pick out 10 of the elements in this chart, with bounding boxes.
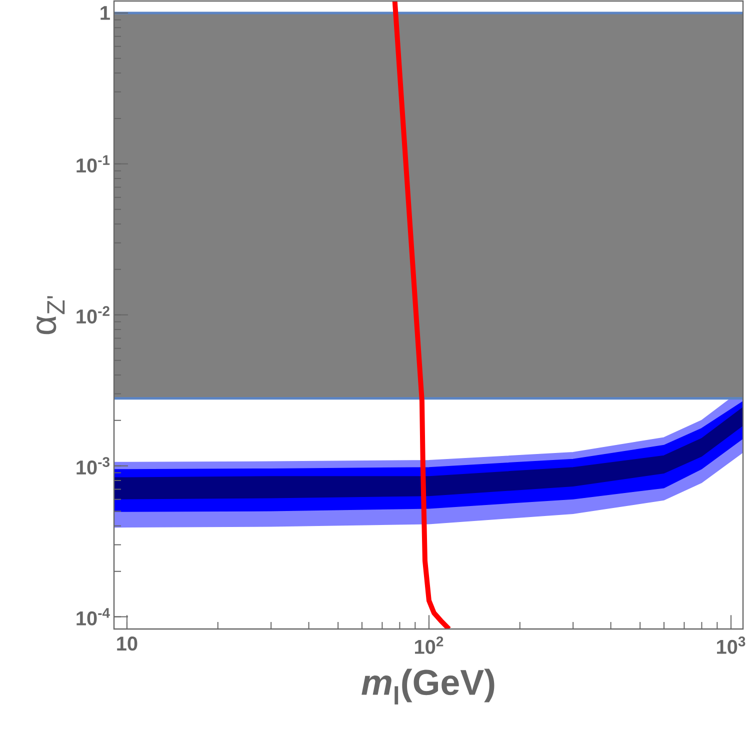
y-tick-label: 1	[100, 6, 110, 20]
x-tick-label: 10$^{2}$	[415, 636, 444, 654]
x-tick-label: 10	[117, 636, 138, 651]
x-tick-label: 10$^{3}$	[717, 636, 746, 654]
y-axis-title: α$_{Z'}$	[36, 296, 65, 334]
y-tick-label: 10$^{-4}$	[76, 608, 110, 626]
x-axis-title: m$_{l}$(GeV)	[362, 668, 494, 704]
y-tick-label: 10$^{-3}$	[76, 457, 110, 475]
y-tick-label: 10$^{-2}$	[76, 306, 110, 324]
y-tick-label: 10$^{-1}$	[76, 155, 110, 173]
